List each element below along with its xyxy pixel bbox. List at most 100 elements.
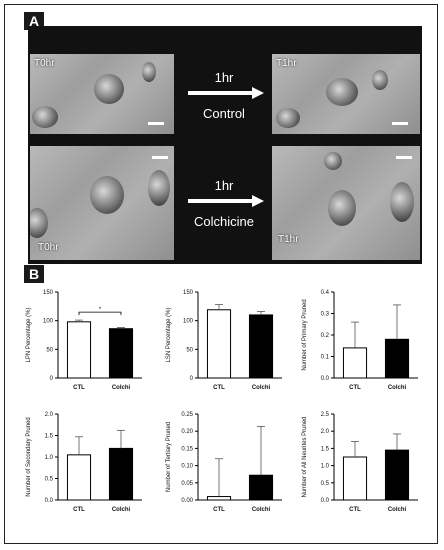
- y-tick-label: 0.5: [321, 481, 330, 487]
- y-tick-label: 1.5: [45, 434, 54, 440]
- category-label: CTL: [213, 507, 225, 513]
- bar-colchi: [384, 449, 410, 501]
- scale-bar: [392, 122, 408, 125]
- bar-chart-svg: 0.0 0.5 1.0 1.5 2.0 2.5 Number of All Neurites…: [302, 412, 418, 513]
- y-axis-label: Number of Secondary Pruned: [26, 417, 32, 496]
- bar-chart-2: 0 50 100 150 LSN Percentage (%) CTL Colchi: [154, 286, 292, 402]
- bar-ctl: [342, 347, 368, 379]
- panel-b-label: B: [24, 265, 44, 283]
- y-axis-label: Number of All Neurites Pruned: [302, 416, 308, 497]
- neuron-cell: [328, 190, 356, 226]
- scale-bar: [148, 122, 164, 125]
- y-tick-label: 0.4: [321, 290, 330, 296]
- category-label: Colchi: [388, 385, 407, 391]
- scale-bar: [152, 156, 168, 159]
- scale-bar: [396, 156, 412, 159]
- bar-chart-svg: 0 50 100 150 LSN Percentage (%) CTL Colchi: [166, 290, 282, 391]
- bar-colchi: [108, 447, 134, 501]
- bar-ctl: [206, 496, 232, 501]
- bar-chart-svg: 0 50 100 150 LPN Percentage (%) CTL Colchi *: [26, 290, 142, 391]
- bar-colchi: [248, 314, 274, 379]
- figure-frame: [4, 4, 438, 544]
- category-label: Colchi: [112, 385, 131, 391]
- category-label: CTL: [73, 385, 85, 391]
- neuron-cell: [324, 152, 342, 170]
- micrograph-control-t1: T1hr: [272, 54, 420, 134]
- bar-ctl: [342, 456, 368, 501]
- bar-chart-6: 0.0 0.5 1.0 1.5 2.0 2.5 Number of All Neurites…: [290, 408, 428, 524]
- category-label: Colchi: [112, 507, 131, 513]
- neuron-cell: [30, 208, 48, 238]
- arrow-duration: 1hr: [214, 178, 234, 193]
- significance-star: *: [99, 307, 102, 313]
- neuron-cell: [390, 182, 414, 222]
- y-tick-label: 150: [43, 290, 54, 296]
- y-axis-label: LSN Percentage (%): [166, 307, 172, 362]
- bar-chart-3: 0.0 0.1 0.2 0.3 0.4 Number of Primary Pruned C…: [290, 286, 428, 402]
- y-tick-label: 2.0: [45, 412, 54, 418]
- arrow-treatment: Control: [203, 106, 245, 121]
- bar-chart-1: 0 50 100 150 LPN Percentage (%) CTL Colchi *: [14, 286, 152, 402]
- y-tick-label: 0.00: [181, 498, 193, 504]
- bar-ctl: [206, 309, 232, 379]
- y-tick-label: 0: [50, 376, 54, 382]
- y-tick-label: 0.15: [181, 446, 193, 452]
- bar-ctl: [66, 454, 92, 501]
- time-label: T1hr: [276, 58, 297, 69]
- neuron-cell: [90, 176, 124, 214]
- bar-chart-svg: 0.0 0.1 0.2 0.3 0.4 Number of Primary Pruned C…: [302, 290, 418, 391]
- panel-a-label: A: [24, 12, 44, 30]
- y-tick-label: 150: [183, 290, 194, 296]
- y-tick-label: 100: [183, 319, 194, 325]
- y-axis-label: Number of Primary Pruned: [302, 299, 308, 370]
- y-tick-label: 0.05: [181, 481, 193, 487]
- y-tick-label: 0.1: [321, 355, 330, 361]
- time-label: T0hr: [34, 58, 55, 69]
- neuron-cell: [142, 62, 156, 82]
- bar-chart-svg: 0.00 0.05 0.10 0.15 0.20 0.25 Number of Tertia…: [166, 412, 282, 513]
- neuron-cell: [372, 70, 388, 90]
- y-axis-label: LPN Percentage (%): [26, 307, 32, 362]
- significance-bracket: [78, 311, 122, 316]
- y-tick-label: 50: [46, 347, 53, 353]
- bar-ctl: [66, 321, 92, 379]
- y-tick-label: 0.25: [181, 412, 193, 418]
- y-tick-label: 1.0: [45, 455, 54, 461]
- time-label: T1hr: [278, 234, 299, 245]
- bar-chart-4: 0.0 0.5 1.0 1.5 2.0 Number of Secondary Prune…: [14, 408, 152, 524]
- arrow-duration: 1hr: [214, 70, 234, 85]
- y-tick-label: 0.5: [45, 477, 54, 483]
- y-tick-label: 1.5: [321, 446, 330, 452]
- y-tick-label: 0: [190, 376, 194, 382]
- bar-chart-5: 0.00 0.05 0.10 0.15 0.20 0.25 Number of Tertia…: [154, 408, 292, 524]
- category-label: Colchi: [252, 385, 271, 391]
- y-tick-label: 0.10: [181, 464, 193, 470]
- y-tick-label: 0.20: [181, 429, 193, 435]
- panel-a: T0hr T1hr T0hr T1hr 1hr Control 1hr Colc…: [28, 26, 422, 264]
- y-tick-label: 0.2: [321, 333, 330, 339]
- category-label: Colchi: [388, 507, 407, 513]
- category-label: CTL: [349, 507, 361, 513]
- y-tick-label: 50: [186, 347, 193, 353]
- micrograph-colchicine-t0: T0hr: [30, 146, 174, 260]
- bar-colchi: [384, 338, 410, 379]
- y-tick-label: 2.0: [321, 429, 330, 435]
- right-arrow-icon: [188, 195, 264, 207]
- right-arrow-icon: [188, 87, 264, 99]
- y-tick-label: 2.5: [321, 412, 330, 418]
- y-tick-label: 100: [43, 319, 54, 325]
- category-label: CTL: [73, 507, 85, 513]
- y-tick-label: 0.3: [321, 312, 330, 318]
- neuron-cell: [326, 78, 358, 106]
- arrow-treatment: Colchicine: [194, 214, 254, 229]
- y-axis-label: Number of Tertiary Pruned: [166, 422, 172, 492]
- y-tick-label: 0.0: [321, 376, 330, 382]
- neuron-cell: [148, 170, 170, 206]
- y-tick-label: 0.0: [45, 498, 54, 504]
- bar-colchi: [248, 474, 274, 501]
- time-label: T0hr: [38, 242, 59, 253]
- y-tick-label: 1.0: [321, 464, 330, 470]
- category-label: Colchi: [252, 507, 271, 513]
- y-tick-label: 0.0: [321, 498, 330, 504]
- bar-colchi: [108, 328, 134, 379]
